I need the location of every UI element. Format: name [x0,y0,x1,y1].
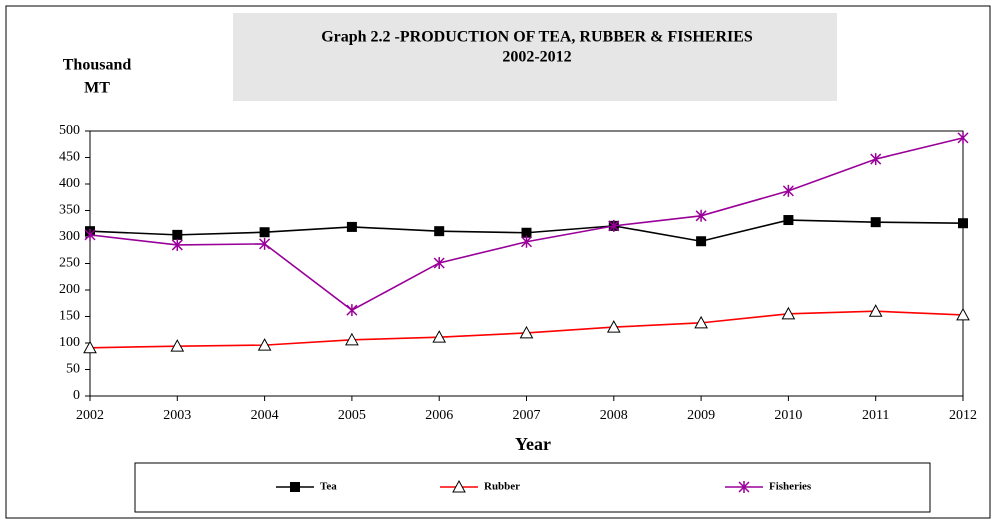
y-tick-label: 300 [59,229,80,244]
x-tick-label: 2006 [425,408,453,423]
marker [694,315,708,329]
y-tick-label: 100 [59,335,80,350]
legend-label: Fisheries [769,481,812,493]
chart-subtitle: 2002-2012 [502,49,571,66]
marker [257,338,272,351]
x-tick-label: 2011 [862,408,889,423]
x-tick-label: 2012 [949,408,977,423]
marker [519,325,534,339]
marker [433,256,445,269]
marker [870,217,881,228]
chart-title: Graph 2.2 -PRODUCTION OF TEA, RUBBER & F… [321,29,753,46]
marker [521,227,532,238]
x-tick-label: 2009 [687,408,715,423]
marker [868,304,883,317]
y-tick-label: 400 [59,176,80,191]
x-tick-label: 2003 [163,408,191,423]
legend-label: Rubber [484,481,520,493]
marker [781,306,796,320]
marker [432,330,447,343]
x-tick-label: 2007 [513,408,541,423]
x-tick-label: 2004 [251,408,279,423]
marker [171,238,183,251]
legend-marker [290,482,300,492]
marker [345,332,359,346]
marker [259,227,270,238]
x-tick-label: 2002 [76,408,104,423]
marker [783,215,794,226]
y-tick-label: 500 [59,123,80,138]
y-tick-label: 450 [59,150,80,165]
marker [170,339,185,352]
marker [870,153,882,166]
y-tick-label: 250 [59,256,80,271]
marker [172,229,183,240]
x-tick-label: 2008 [600,408,628,423]
x-tick-label: 2010 [774,408,802,423]
legend-marker [738,481,750,493]
legend-marker [452,479,466,493]
title-box [233,13,837,101]
marker [346,304,358,317]
marker [606,320,621,333]
y-tick-label: 200 [59,282,80,297]
marker [434,226,445,237]
marker [782,184,794,197]
marker [83,340,97,354]
legend-box [134,462,931,513]
y-axis-label: Thousand [63,57,132,74]
y-tick-label: 0 [73,388,80,403]
marker [956,307,970,321]
marker [259,237,271,250]
marker [695,209,707,222]
marker [957,131,969,144]
marker [346,221,357,232]
x-tick-label: 2005 [338,408,366,423]
y-tick-label: 350 [59,203,80,218]
marker [696,236,707,247]
marker [608,219,620,232]
marker [84,228,96,241]
y-axis-label: MT [84,80,110,97]
marker [520,235,533,248]
x-axis-label: Year [515,434,551,454]
y-tick-label: 150 [59,309,80,324]
legend-label: Tea [320,481,337,493]
marker [958,218,968,229]
y-tick-label: 50 [66,362,80,377]
